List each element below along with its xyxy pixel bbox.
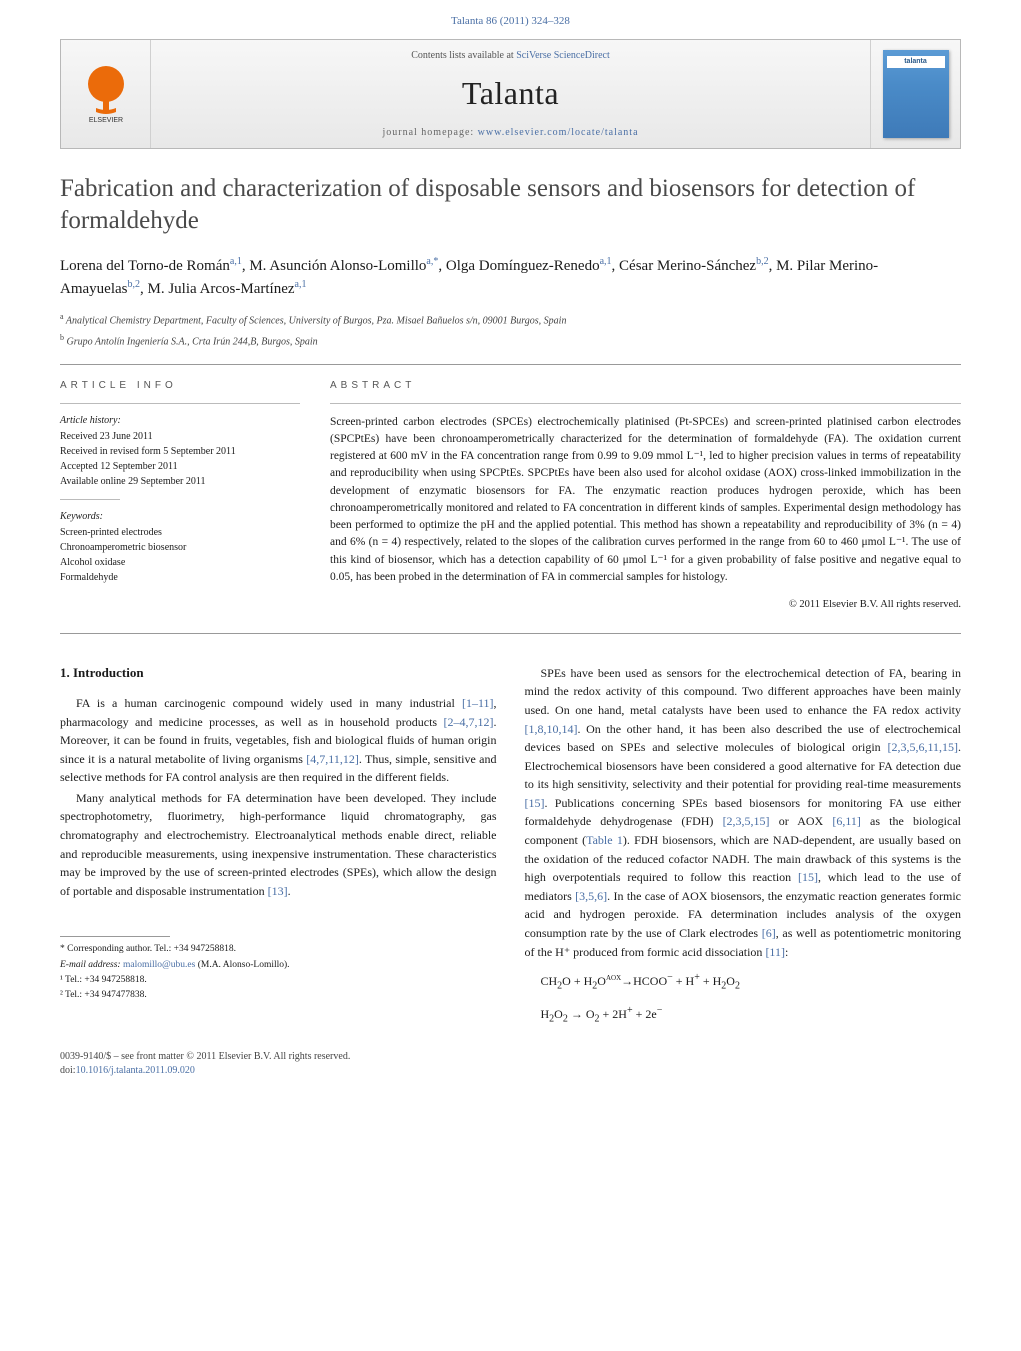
footer-left: 0039-9140/$ – see front matter © 2011 El… [60,1050,350,1078]
elsevier-tree-icon: ELSEVIER [78,62,134,126]
svg-text:ELSEVIER: ELSEVIER [88,117,122,124]
journal-banner: ELSEVIER Contents lists available at Sci… [60,39,961,149]
abstract-text: Screen-printed carbon electrodes (SPCEs)… [330,414,961,587]
citation-link[interactable]: [6,11] [832,814,861,828]
contents-line: Contents lists available at SciVerse Sci… [411,49,610,63]
homepage-link[interactable]: www.elsevier.com/locate/talanta [478,127,639,138]
equation-2: H2O2 → O2 + 2H+ + 2e− [541,1004,962,1026]
citation-link[interactable]: [2–4,7,12] [444,715,494,729]
eqn1-arrow-label: AOX [606,974,621,982]
history-list: Received 23 June 2011Received in revised… [60,430,300,489]
journal-name: Talanta [462,71,559,116]
keywords-label: Keywords: [60,510,300,524]
affiliation: b Grupo Antolín Ingeniería S.A., Crta Ir… [60,332,961,349]
banner-center: Contents lists available at SciVerse Sci… [151,40,870,148]
homepage-prefix: journal homepage: [382,127,477,138]
citation-link[interactable]: [6] [762,926,776,940]
short-divider [330,403,961,404]
email-footnote: E-mail address: malomillo@ubu.es (M.A. A… [60,959,497,972]
citation-link[interactable]: [15] [798,870,818,884]
history-item: Received 23 June 2011 [60,430,300,444]
article-info-column: ARTICLE INFO Article history: Received 2… [60,379,300,613]
history-item: Received in revised form 5 September 201… [60,445,300,459]
affiliation: a Analytical Chemistry Department, Facul… [60,311,961,328]
email-label: E-mail address: [60,960,123,970]
doi-link[interactable]: 10.1016/j.talanta.2011.09.020 [76,1065,195,1076]
divider [60,633,961,634]
citation-link[interactable]: [1,8,10,14] [525,722,578,736]
tel2-footnote: ² Tel.: +34 947477838. [60,989,497,1002]
author: M. Asunción Alonso-Lomilloa,* [249,258,438,274]
short-divider [60,403,300,404]
contents-prefix: Contents lists available at [411,50,516,61]
info-abstract-row: ARTICLE INFO Article history: Received 2… [60,379,961,613]
publisher-logo-box: ELSEVIER [61,40,151,148]
header-citation: Talanta 86 (2011) 324–328 [0,0,1021,39]
author: Lorena del Torno-de Romána,1 [60,258,242,274]
keyword-item: Alcohol oxidase [60,556,300,570]
citation-link[interactable]: [1–11] [462,696,494,710]
cover-box: talanta [870,40,960,148]
keyword-item: Formaldehyde [60,571,300,585]
history-item: Accepted 12 September 2011 [60,460,300,474]
page-footer: 0039-9140/$ – see front matter © 2011 El… [0,1050,1021,1098]
author: César Merino-Sánchezb,2 [619,258,769,274]
article-title: Fabrication and characterization of disp… [60,173,961,236]
right-column: SPEs have been used as sensors for the e… [525,664,962,1032]
history-label: Article history: [60,414,300,428]
cover-label: talanta [883,57,949,67]
keyword-item: Screen-printed electrodes [60,526,300,540]
body-paragraph: FA is a human carcinogenic compound wide… [60,694,497,787]
author-list: Lorena del Torno-de Romána,1, M. Asunció… [60,254,961,301]
author: Olga Domínguez-Renedoa,1 [446,258,612,274]
short-divider [60,499,120,500]
intro-heading: 1. Introduction [60,664,497,682]
sciencedirect-link[interactable]: SciVerse ScienceDirect [516,50,610,61]
footnote-divider [60,936,170,937]
issn-line: 0039-9140/$ – see front matter © 2011 El… [60,1050,350,1064]
equation-1: CH2O + H2OAOX→HCOO− + H+ + H2O2 [541,971,962,993]
abstract-label: ABSTRACT [330,379,961,393]
citation-link[interactable]: [2,3,5,15] [723,814,770,828]
journal-cover-thumb: talanta [883,50,949,138]
citation-link[interactable]: [2,3,5,6,11,15] [887,740,958,754]
body-paragraph: Many analytical methods for FA determina… [60,789,497,901]
left-column: 1. Introduction FA is a human carcinogen… [60,664,497,1032]
article-info-label: ARTICLE INFO [60,379,300,393]
keyword-item: Chronoamperometric biosensor [60,541,300,555]
citation-link[interactable]: [4,7,11,12] [306,752,359,766]
doi-line: doi:10.1016/j.talanta.2011.09.020 [60,1064,350,1078]
body-paragraph: SPEs have been used as sensors for the e… [525,664,962,962]
citation-link[interactable]: [11] [765,945,785,959]
citation-link[interactable]: [13] [268,884,288,898]
history-item: Available online 29 September 2011 [60,475,300,489]
homepage-line: journal homepage: www.elsevier.com/locat… [382,126,638,140]
keywords-list: Screen-printed electrodesChronoamperomet… [60,526,300,585]
affiliation-list: a Analytical Chemistry Department, Facul… [60,311,961,350]
email-link[interactable]: malomillo@ubu.es [123,960,195,970]
table-link[interactable]: Table 1 [586,833,623,847]
doi-prefix: doi: [60,1065,76,1076]
abstract-copyright: © 2011 Elsevier B.V. All rights reserved… [330,598,961,613]
divider [60,364,961,365]
body-columns: 1. Introduction FA is a human carcinogen… [60,664,961,1032]
author: M. Julia Arcos-Martíneza,1 [147,281,306,297]
tel1-footnote: ¹ Tel.: +34 947258818. [60,974,497,987]
citation-link[interactable]: [15] [525,796,545,810]
corresponding-footnote: * Corresponding author. Tel.: +34 947258… [60,943,497,956]
citation-link[interactable]: [3,5,6] [575,889,607,903]
abstract-column: ABSTRACT Screen-printed carbon electrode… [330,379,961,613]
email-suffix: (M.A. Alonso-Lomillo). [195,960,289,970]
